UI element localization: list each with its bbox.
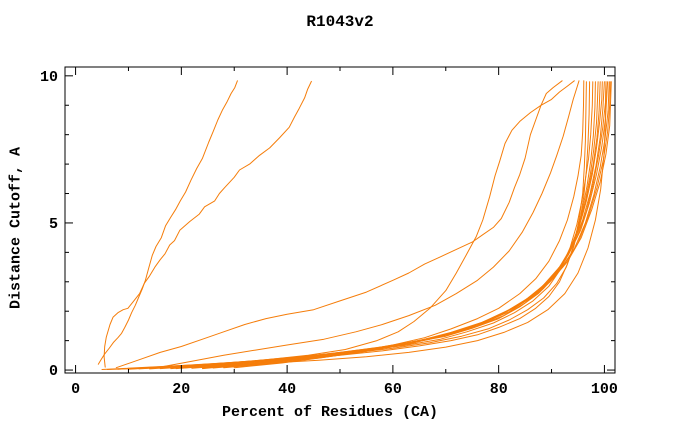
x-tick-label: 0 <box>71 381 80 398</box>
x-tick-label: 100 <box>591 381 618 398</box>
model-curve <box>223 81 611 369</box>
model-curve <box>191 81 607 369</box>
model-curve <box>103 80 312 368</box>
x-tick-label: 80 <box>490 381 508 398</box>
model-curve <box>159 80 580 368</box>
model-curve <box>106 81 607 370</box>
model-curve <box>128 81 594 370</box>
x-tick-label: 40 <box>278 381 296 398</box>
model-curve <box>115 80 563 369</box>
model-curve <box>149 81 599 370</box>
x-tick-label: 20 <box>172 381 190 398</box>
model-curve <box>170 81 603 370</box>
plot-border <box>64 66 616 374</box>
model-curve <box>138 81 596 370</box>
y-tick-label: 0 <box>49 363 58 380</box>
model-curve <box>212 81 610 369</box>
model-curve <box>101 81 587 370</box>
model-curve <box>202 81 609 369</box>
x-axis-label: Percent of Residues (CA) <box>221 404 439 421</box>
y-tick-label: 5 <box>49 216 58 233</box>
model-curve <box>175 80 575 370</box>
model-curve <box>97 80 238 365</box>
model-curve <box>180 81 605 369</box>
y-tick-label: 10 <box>40 69 58 86</box>
x-tick-label: 60 <box>384 381 402 398</box>
chart-title: R1043v2 <box>306 13 374 31</box>
